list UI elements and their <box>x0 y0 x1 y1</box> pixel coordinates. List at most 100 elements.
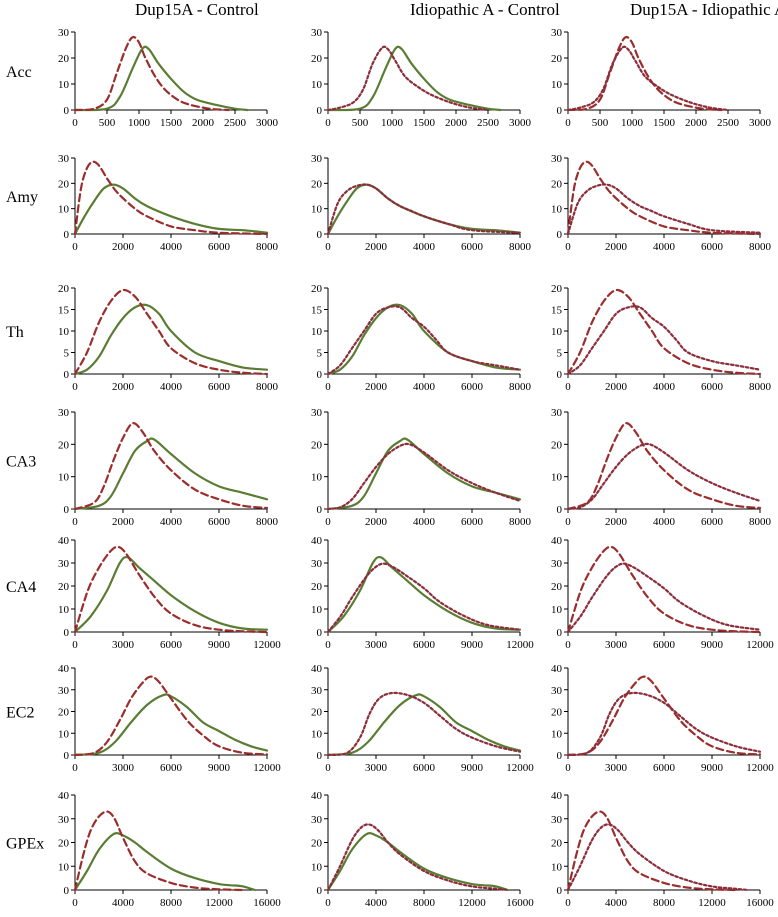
x-tick-label: 8000 <box>256 381 279 393</box>
series-line-idiopathic <box>566 183 762 236</box>
series-line-dup15a <box>566 160 762 236</box>
y-tick-label: 30 <box>311 27 323 39</box>
series-line-control <box>326 693 522 757</box>
x-tick-label: 9000 <box>461 639 484 651</box>
y-tick-label: 30 <box>551 153 563 165</box>
panel-ca4-col3: 0 10 20 30 40 0 3000 6000 9000 12000 <box>551 535 774 651</box>
y-tick-label: 10 <box>311 79 323 91</box>
y-tick-label: 10 <box>551 326 563 338</box>
panel-amy-col3: 0 10 20 30 0 2000 4000 6000 8000 <box>551 153 772 253</box>
x-tick-label: 6000 <box>413 762 436 774</box>
panel-ca3-col3: 0 10 20 30 0 2000 4000 6000 8000 <box>551 407 772 528</box>
x-tick-label: 4000 <box>413 516 436 528</box>
x-tick-label: 8000 <box>413 897 436 909</box>
series-line-control <box>73 832 257 892</box>
x-tick-label: 4000 <box>653 381 676 393</box>
series-line-control <box>73 183 269 236</box>
x-tick-label: 0 <box>565 897 571 909</box>
y-tick-label: 20 <box>311 707 323 719</box>
y-tick-label: 30 <box>311 685 323 697</box>
y-tick-label: 20 <box>311 581 323 593</box>
y-tick-label: 0 <box>317 885 323 897</box>
x-tick-label: 8000 <box>749 241 772 253</box>
y-tick-label: 30 <box>58 27 70 39</box>
column-title-2: Idiopathic A - Control <box>410 0 560 19</box>
y-tick-label: 10 <box>551 472 563 484</box>
series-line-idiopathic <box>326 305 522 376</box>
y-tick-label: 0 <box>557 750 563 762</box>
x-tick-label: 3000 <box>365 762 388 774</box>
series-line-idiopathic <box>566 823 750 892</box>
y-tick-label: 0 <box>317 627 323 639</box>
column-title-3: Dup15A - Idiopathic A <box>630 0 778 19</box>
y-tick-label: 0 <box>317 369 323 381</box>
y-tick-label: 20 <box>551 439 563 451</box>
y-tick-label: 40 <box>58 535 70 547</box>
series-line-idiopathic <box>326 442 522 511</box>
series-line-dup15a <box>566 288 762 376</box>
y-tick-label: 10 <box>58 79 70 91</box>
panel-ec2-col3: 0 10 20 30 40 0 3000 6000 9000 12000 <box>551 663 774 774</box>
y-tick-label: 0 <box>64 627 70 639</box>
x-tick-label: 8000 <box>509 241 532 253</box>
x-tick-label: 3000 <box>509 117 532 129</box>
x-tick-label: 2000 <box>605 241 628 253</box>
y-tick-label: 10 <box>551 204 563 216</box>
x-tick-label: 2000 <box>112 516 135 528</box>
series-line-dup15a <box>566 810 738 892</box>
row-label-ca3: CA3 <box>6 454 36 471</box>
y-tick-label: 30 <box>551 407 563 419</box>
x-tick-label: 500 <box>99 117 116 129</box>
y-tick-label: 20 <box>311 838 323 850</box>
y-tick-label: 10 <box>551 728 563 740</box>
series-line-idiopathic <box>326 45 490 112</box>
column-title-1: Dup15A - Control <box>135 0 259 19</box>
series-line-idiopathic <box>326 823 510 892</box>
x-tick-label: 4000 <box>413 241 436 253</box>
x-tick-label: 6000 <box>461 241 484 253</box>
x-tick-label: 8000 <box>749 381 772 393</box>
series-line-dup15a <box>566 545 762 634</box>
panel-th-col2: 0 5 10 15 20 0 2000 4000 6000 8000 <box>311 283 532 393</box>
y-tick-label: 20 <box>58 707 70 719</box>
y-tick-label: 15 <box>58 305 70 317</box>
series-line-idiopathic <box>566 305 762 376</box>
y-tick-label: 30 <box>551 685 563 697</box>
series-line-dup15a <box>73 288 269 376</box>
series-line-idiopathic <box>326 691 522 757</box>
y-tick-label: 40 <box>311 535 323 547</box>
x-tick-label: 4000 <box>160 241 183 253</box>
panel-ca4-col1: 0 10 20 30 40 0 3000 6000 9000 12000 <box>58 535 281 651</box>
y-tick-label: 30 <box>58 407 70 419</box>
x-tick-label: 2000 <box>365 516 388 528</box>
y-tick-label: 15 <box>551 305 563 317</box>
y-tick-label: 0 <box>64 369 70 381</box>
series-line-idiopathic <box>566 45 730 112</box>
y-tick-label: 20 <box>58 178 70 190</box>
y-tick-label: 20 <box>58 838 70 850</box>
x-tick-label: 8000 <box>749 516 772 528</box>
series-line-dup15a <box>566 675 762 757</box>
series-line-dup15a <box>73 35 230 112</box>
y-tick-label: 10 <box>551 79 563 91</box>
x-tick-label: 16000 <box>506 897 534 909</box>
y-tick-label: 0 <box>64 504 70 516</box>
y-tick-label: 15 <box>311 305 323 317</box>
y-tick-label: 0 <box>557 105 563 117</box>
series-line-idiopathic <box>566 691 762 757</box>
y-tick-label: 0 <box>64 105 70 117</box>
x-tick-label: 0 <box>325 241 331 253</box>
x-tick-label: 0 <box>565 381 571 393</box>
series-line-control <box>73 693 269 757</box>
x-tick-label: 2000 <box>365 241 388 253</box>
y-tick-label: 0 <box>557 627 563 639</box>
y-tick-label: 30 <box>311 814 323 826</box>
x-tick-label: 12000 <box>253 762 281 774</box>
x-tick-label: 500 <box>592 117 609 129</box>
row-label-amy: Amy <box>6 189 38 206</box>
x-tick-label: 3000 <box>112 639 135 651</box>
x-tick-label: 3000 <box>112 762 135 774</box>
y-tick-label: 20 <box>58 439 70 451</box>
panel-amy-col1: 0 10 20 30 0 2000 4000 6000 8000 <box>58 153 279 253</box>
y-tick-label: 0 <box>557 504 563 516</box>
